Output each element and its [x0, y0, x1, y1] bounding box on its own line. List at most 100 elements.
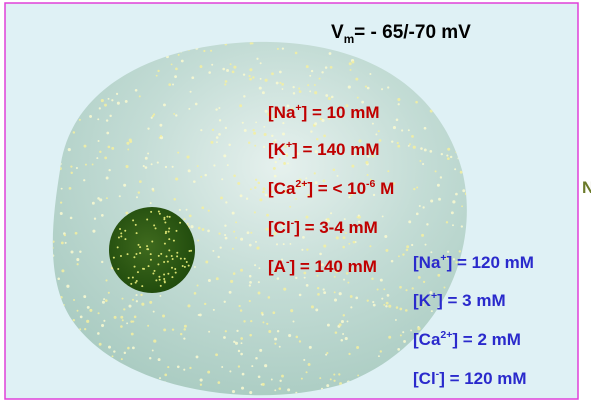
- dot: [168, 238, 170, 240]
- dot: [124, 230, 126, 232]
- dot: [127, 253, 129, 255]
- dot: [419, 160, 421, 162]
- dot: [387, 294, 390, 297]
- dot: [271, 379, 273, 381]
- dot: [416, 186, 418, 188]
- dot: [240, 353, 243, 356]
- dot: [166, 216, 168, 218]
- dot: [279, 71, 282, 74]
- dot: [321, 71, 323, 73]
- dot: [146, 248, 148, 250]
- dot: [147, 128, 149, 130]
- dot: [105, 299, 108, 302]
- dot: [283, 243, 285, 245]
- dot: [314, 172, 316, 174]
- dot: [277, 277, 280, 280]
- dot: [120, 232, 122, 234]
- dot: [271, 72, 274, 75]
- dot: [75, 232, 78, 235]
- dot: [276, 243, 278, 245]
- dot: [66, 285, 69, 288]
- dot: [400, 334, 402, 336]
- dot: [230, 280, 233, 283]
- dot: [217, 381, 220, 384]
- dot: [184, 325, 187, 328]
- dot: [240, 269, 243, 272]
- dot: [89, 309, 92, 312]
- dot: [139, 180, 142, 183]
- dot: [391, 140, 393, 142]
- dot: [311, 70, 313, 72]
- dot: [277, 48, 279, 50]
- dot: [292, 86, 294, 88]
- dot: [125, 212, 128, 215]
- dot: [249, 300, 251, 302]
- dot: [282, 133, 285, 136]
- dot: [152, 115, 154, 117]
- dot: [134, 316, 137, 319]
- dot: [106, 119, 108, 121]
- dot: [262, 321, 264, 323]
- dot: [372, 123, 374, 125]
- dot: [306, 371, 308, 373]
- dot: [277, 330, 279, 332]
- dot: [287, 388, 290, 391]
- dot: [133, 256, 135, 258]
- dot: [158, 276, 160, 278]
- dot: [152, 188, 155, 191]
- dot: [325, 94, 328, 97]
- dot: [406, 249, 409, 252]
- dot: [182, 265, 184, 267]
- dot: [98, 140, 100, 142]
- dot: [281, 83, 284, 86]
- dot: [249, 284, 251, 286]
- dot: [204, 174, 207, 177]
- dot: [175, 114, 177, 116]
- dot: [178, 54, 180, 56]
- dot: [216, 141, 218, 143]
- dot: [61, 269, 64, 272]
- dot: [380, 350, 382, 352]
- dot: [371, 278, 373, 280]
- dot: [248, 75, 250, 77]
- dot: [250, 42, 252, 44]
- dot: [380, 279, 383, 282]
- dot: [425, 244, 427, 246]
- dot: [333, 374, 335, 376]
- dot: [259, 87, 262, 90]
- dot: [233, 175, 236, 178]
- dot: [408, 145, 410, 147]
- dot: [218, 133, 221, 136]
- dot: [106, 132, 109, 135]
- dot: [132, 277, 134, 279]
- text-part: ] = 3 mM: [437, 291, 506, 310]
- dot: [397, 142, 399, 144]
- dot: [189, 367, 191, 369]
- supscript: -6: [366, 178, 376, 190]
- dot: [211, 141, 214, 144]
- dot: [198, 227, 201, 230]
- dot: [236, 330, 238, 332]
- dot: [295, 277, 297, 279]
- dot: [351, 165, 354, 168]
- dot: [193, 180, 196, 183]
- dot: [68, 148, 71, 151]
- extracellular-concentration: [Cl-] = 120 mM: [413, 368, 527, 388]
- dot: [283, 288, 286, 291]
- dot: [218, 107, 220, 109]
- dot: [395, 319, 397, 321]
- dot: [159, 295, 161, 297]
- dot: [256, 246, 259, 249]
- dot: [342, 333, 344, 335]
- dot: [274, 389, 276, 391]
- dot: [159, 279, 161, 281]
- dot: [125, 165, 128, 168]
- dot: [135, 89, 138, 92]
- dot: [437, 184, 440, 187]
- text-part: ] = 140 mM: [292, 140, 379, 159]
- dot: [323, 245, 326, 248]
- dot: [138, 191, 140, 193]
- dot: [244, 129, 247, 132]
- dot: [211, 64, 213, 66]
- dot: [180, 333, 182, 335]
